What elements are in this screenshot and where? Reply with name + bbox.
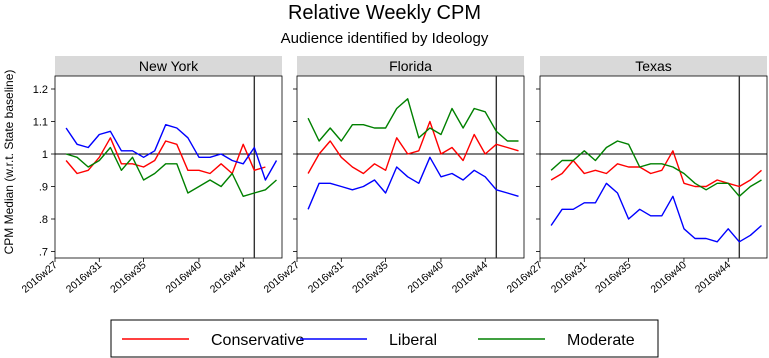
legend-label: Conservative <box>211 332 304 349</box>
series-line-moderate <box>65 146 277 198</box>
y-axis-label: CPM Median (w.r.t. State baseline) <box>2 70 16 255</box>
legend-item-moderate: Moderate <box>478 332 635 349</box>
x-tick-label: 2016w35 <box>350 259 390 296</box>
chart-subtitle: Audience identified by Ideology <box>281 30 489 47</box>
x-tick-label: 2016w40 <box>164 259 204 296</box>
panel-texas: Texas 2016w27 2016w31 2016w35 2016w40 2016w44 <box>505 56 768 296</box>
legend: Conservative Liberal Moderate <box>110 319 659 358</box>
legend-label: Liberal <box>389 332 437 349</box>
x-tick-label: 2016w31 <box>549 259 589 296</box>
series-line-liberal <box>550 182 762 243</box>
x-tick-label: 2016w40 <box>649 259 689 296</box>
x-tick-label: 2016w35 <box>108 259 148 296</box>
panel-title: Texas <box>635 58 672 74</box>
legend-item-liberal: Liberal <box>300 332 437 349</box>
y-tick-label: .9 <box>39 182 48 194</box>
y-tick-label: .8 <box>39 214 48 226</box>
y-tick-label: 1 <box>42 149 48 161</box>
x-tick-label: 2016w40 <box>406 259 446 296</box>
x-tick-label: 2016w44 <box>450 259 490 296</box>
panel-strip <box>540 56 767 76</box>
panel-title: Florida <box>389 58 432 74</box>
panel-strip <box>55 56 282 76</box>
legend-item-conservative: Conservative <box>122 332 304 349</box>
legend-box <box>110 319 659 358</box>
chart-title: Relative Weekly CPM <box>288 2 481 24</box>
series-line-moderate <box>307 98 519 142</box>
x-tick-label: 2016w27 <box>262 259 302 296</box>
series-line-conservative <box>307 120 519 175</box>
plot-frame <box>54 75 283 259</box>
series-line-conservative <box>550 150 762 188</box>
series-line-liberal <box>307 156 519 210</box>
x-tick-label: 2016w35 <box>593 259 633 296</box>
panel-title: New York <box>139 58 199 74</box>
panel-strip <box>297 56 524 76</box>
y-tick-label: 1.1 <box>33 117 48 129</box>
x-tick-label: 2016w27 <box>20 259 60 296</box>
x-tick-label: 2016w44 <box>693 259 733 296</box>
plot-frame <box>296 75 525 259</box>
x-tick-label: 2016w31 <box>64 259 104 296</box>
x-tick-label: 2016w31 <box>306 259 346 296</box>
legend-label: Moderate <box>567 332 635 349</box>
y-tick-label: 1.2 <box>33 84 48 96</box>
plot-frame <box>539 75 768 259</box>
series-line-liberal <box>65 123 278 181</box>
x-tick-label: 2016w27 <box>505 259 545 296</box>
panel-florida: Florida 2016w27 2016w31 2016w35 2016w40 2016w… <box>262 56 525 296</box>
series-line-conservative <box>65 137 266 175</box>
series-line-moderate <box>550 140 762 198</box>
x-tick-label: 2016w44 <box>208 259 248 296</box>
y-tick-label: .7 <box>39 247 48 259</box>
